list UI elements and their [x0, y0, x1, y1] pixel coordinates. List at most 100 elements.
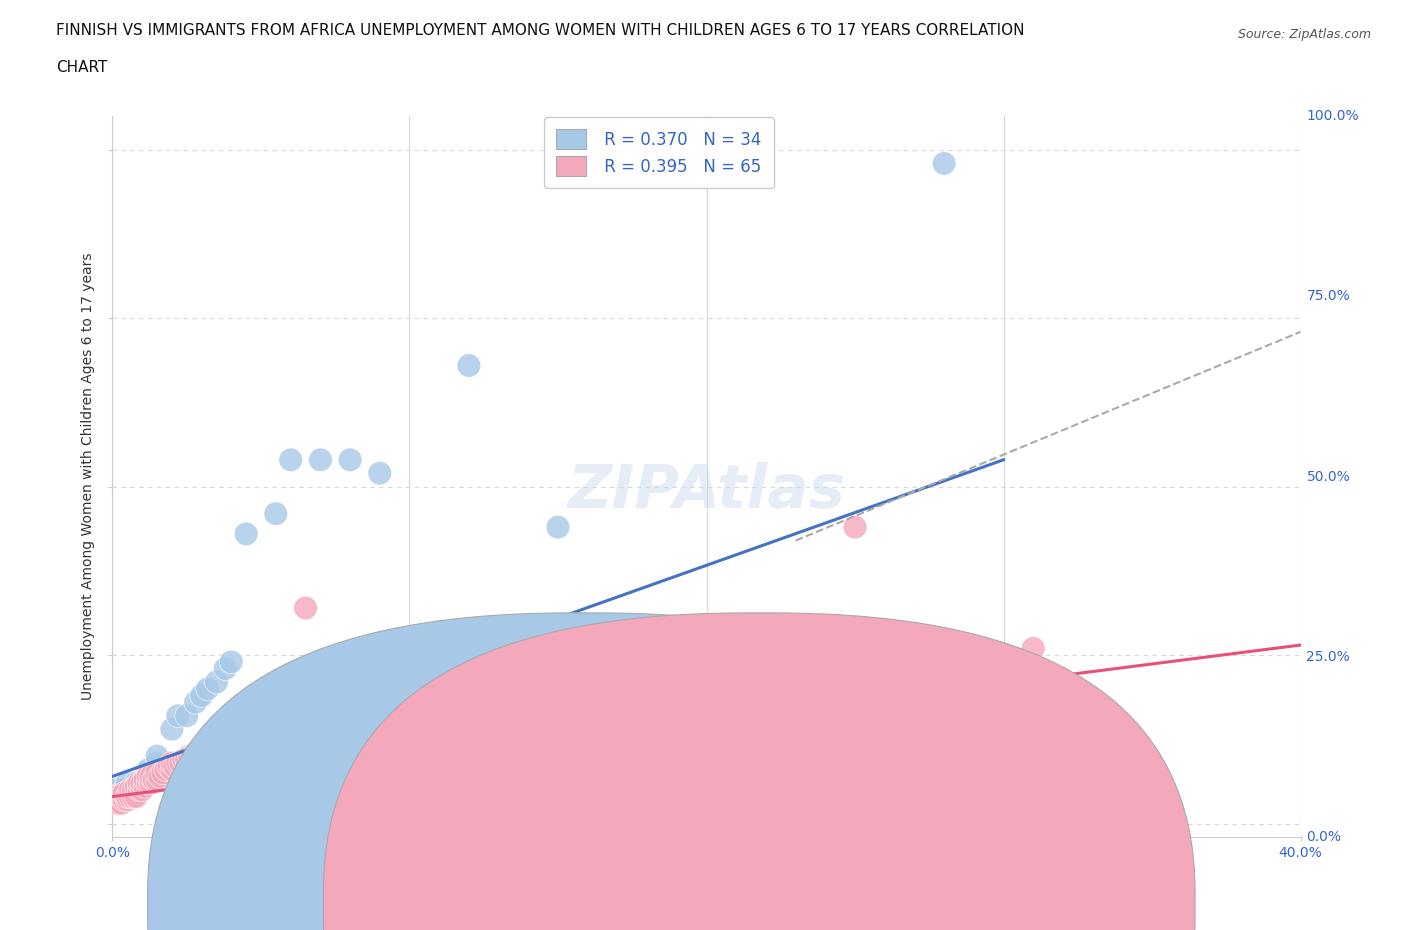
Ellipse shape	[457, 704, 481, 727]
Ellipse shape	[249, 717, 273, 741]
Ellipse shape	[294, 596, 318, 619]
Ellipse shape	[339, 714, 361, 737]
Ellipse shape	[166, 704, 190, 727]
Ellipse shape	[187, 744, 211, 768]
Ellipse shape	[134, 768, 157, 791]
Ellipse shape	[136, 771, 160, 795]
Ellipse shape	[124, 775, 148, 798]
Ellipse shape	[110, 788, 134, 812]
Ellipse shape	[308, 448, 332, 472]
Ellipse shape	[124, 785, 148, 808]
Ellipse shape	[695, 698, 718, 721]
Y-axis label: Unemployment Among Women with Children Ages 6 to 17 years: Unemployment Among Women with Children A…	[82, 253, 96, 700]
Ellipse shape	[110, 791, 134, 815]
Ellipse shape	[278, 448, 302, 472]
Ellipse shape	[264, 721, 288, 744]
Ellipse shape	[121, 778, 145, 802]
Text: ZIPAtlas: ZIPAtlas	[568, 461, 845, 521]
Ellipse shape	[136, 758, 160, 781]
Ellipse shape	[278, 704, 302, 727]
Ellipse shape	[157, 754, 181, 778]
Ellipse shape	[214, 731, 238, 754]
Ellipse shape	[219, 650, 243, 673]
Ellipse shape	[190, 737, 214, 762]
Ellipse shape	[136, 764, 160, 788]
Ellipse shape	[163, 754, 187, 778]
Ellipse shape	[174, 748, 198, 771]
Ellipse shape	[139, 771, 163, 795]
Ellipse shape	[172, 748, 195, 771]
Text: 50.0%: 50.0%	[1306, 470, 1350, 484]
Ellipse shape	[546, 690, 569, 714]
Ellipse shape	[128, 778, 150, 802]
Ellipse shape	[110, 785, 134, 808]
Ellipse shape	[195, 677, 219, 700]
Ellipse shape	[148, 764, 172, 788]
Ellipse shape	[131, 778, 155, 802]
Ellipse shape	[932, 152, 956, 175]
Text: Source: ZipAtlas.com: Source: ZipAtlas.com	[1237, 28, 1371, 41]
Text: 0.0%: 0.0%	[1306, 830, 1341, 844]
Ellipse shape	[190, 684, 214, 708]
Ellipse shape	[139, 764, 163, 788]
Ellipse shape	[184, 741, 208, 764]
Ellipse shape	[139, 771, 163, 795]
Text: CHART: CHART	[56, 60, 108, 75]
Ellipse shape	[235, 522, 259, 546]
Ellipse shape	[112, 781, 136, 805]
Text: Immigrants from Africa: Immigrants from Africa	[780, 897, 949, 912]
Ellipse shape	[145, 762, 169, 785]
Ellipse shape	[457, 353, 481, 378]
Ellipse shape	[104, 778, 128, 802]
Ellipse shape	[118, 778, 142, 802]
Ellipse shape	[177, 744, 201, 768]
Ellipse shape	[184, 690, 208, 714]
Text: 75.0%: 75.0%	[1306, 289, 1350, 303]
Ellipse shape	[368, 461, 392, 485]
Ellipse shape	[201, 737, 225, 762]
Ellipse shape	[115, 785, 139, 808]
Ellipse shape	[131, 778, 155, 802]
Ellipse shape	[160, 758, 184, 781]
Ellipse shape	[115, 788, 139, 812]
Ellipse shape	[214, 657, 238, 681]
Ellipse shape	[620, 684, 644, 708]
Text: 25.0%: 25.0%	[1306, 650, 1350, 664]
Ellipse shape	[204, 671, 228, 694]
Ellipse shape	[546, 515, 569, 538]
Ellipse shape	[118, 778, 142, 802]
Ellipse shape	[160, 751, 184, 775]
Ellipse shape	[339, 448, 361, 472]
Ellipse shape	[115, 771, 139, 795]
Ellipse shape	[155, 758, 177, 781]
Ellipse shape	[166, 751, 190, 775]
Text: FINNISH VS IMMIGRANTS FROM AFRICA UNEMPLOYMENT AMONG WOMEN WITH CHILDREN AGES 6 : FINNISH VS IMMIGRANTS FROM AFRICA UNEMPL…	[56, 23, 1025, 38]
Ellipse shape	[219, 724, 243, 748]
Ellipse shape	[264, 502, 288, 525]
Ellipse shape	[131, 771, 155, 795]
Text: 100.0%: 100.0%	[1306, 109, 1360, 124]
Ellipse shape	[308, 724, 332, 748]
Ellipse shape	[225, 721, 249, 744]
Ellipse shape	[118, 785, 142, 808]
Legend:  R = 0.370   N = 34,  R = 0.395   N = 65: R = 0.370 N = 34, R = 0.395 N = 65	[544, 117, 773, 188]
Ellipse shape	[115, 785, 139, 808]
Ellipse shape	[107, 785, 131, 808]
Ellipse shape	[195, 735, 219, 758]
Ellipse shape	[131, 771, 155, 795]
Ellipse shape	[128, 771, 150, 795]
Text: Finns: Finns	[605, 897, 643, 912]
Ellipse shape	[104, 791, 128, 815]
Ellipse shape	[145, 744, 169, 768]
Ellipse shape	[142, 768, 166, 791]
Ellipse shape	[121, 785, 145, 808]
Ellipse shape	[208, 735, 231, 758]
Ellipse shape	[160, 717, 184, 741]
Ellipse shape	[235, 727, 259, 751]
Ellipse shape	[1021, 637, 1045, 660]
Ellipse shape	[174, 704, 198, 727]
Ellipse shape	[145, 768, 169, 791]
Ellipse shape	[181, 744, 204, 768]
Ellipse shape	[134, 775, 157, 798]
Ellipse shape	[150, 762, 174, 785]
